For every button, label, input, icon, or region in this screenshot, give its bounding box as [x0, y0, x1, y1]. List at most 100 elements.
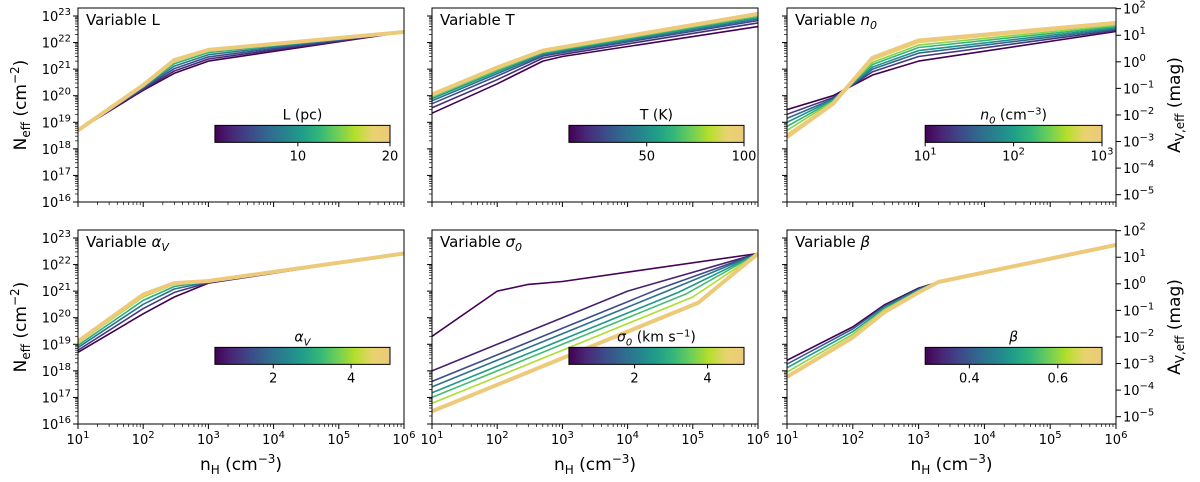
colorbar-gradient: [568, 124, 745, 143]
right-tick-label: 100: [1123, 53, 1146, 71]
series-line: [787, 27, 1116, 124]
series-line: [78, 252, 404, 351]
colorbar-tick-label: 10: [290, 149, 307, 164]
series-line: [78, 251, 404, 343]
panel-6: 101 102 103 104 105 106 10−5 10−4 10−3 10−2 10−1 10…: [776, 222, 1155, 448]
y-tick-label: 1021: [42, 60, 71, 78]
y-tick-label: 1016: [42, 193, 71, 211]
x-tick-label: 103: [551, 430, 574, 448]
right-tick-label: 102: [1123, 222, 1146, 240]
x-tick-label: 106: [747, 430, 770, 448]
x-tick-label: 101: [67, 430, 90, 448]
right-tick-label: 10−3: [1123, 355, 1154, 373]
y-tick-label: 1018: [42, 362, 71, 380]
panel-2: Variable T T (K) 50 100: [427, 7, 759, 207]
right-tick-label: 100: [1123, 275, 1146, 293]
right-tick-label: 10−2: [1123, 328, 1154, 346]
series-line: [432, 252, 758, 337]
colorbar-tick-label: 50: [638, 149, 655, 164]
colorbar: T (K) 50 100: [568, 107, 757, 164]
series-group: [787, 20, 1116, 139]
y-tick-label: 1017: [42, 166, 71, 184]
panel-title: Variable β: [795, 233, 871, 251]
series-line: [78, 252, 404, 347]
colorbar-gradient: [568, 346, 745, 365]
panel-3: 10−5 10−4 10−3 10−2 10−1 100 101 102 Variable n0…: [782, 0, 1154, 207]
right-tick-label: 10−5: [1123, 408, 1154, 426]
y-tick-label: 1019: [42, 113, 71, 131]
x-axis-label: nH (cm−3): [200, 452, 282, 477]
colorbar-label: β: [1008, 329, 1018, 345]
colorbar-gradient: [924, 124, 1103, 143]
x-tick-label: 105: [681, 430, 704, 448]
colorbar-label: σ0 (km s−1): [617, 328, 696, 348]
colorbar-tick-label: 4: [347, 371, 355, 386]
right-tick-label: 10−4: [1123, 381, 1154, 399]
right-tick-label: 10−2: [1123, 106, 1154, 124]
y-axis-label: Neff (cm−2): [8, 60, 33, 151]
series-line: [787, 20, 1116, 139]
right-tick-label: 101: [1123, 248, 1146, 266]
x-tick-label: 104: [262, 430, 285, 448]
series-line: [787, 28, 1116, 120]
right-tick-label: 10−4: [1123, 159, 1154, 177]
panel-5: 101 102 103 104 105 106 Variable σ0 σ0 (km s−1)…: [421, 229, 770, 448]
panel-title: Variable n0: [795, 11, 877, 32]
colorbar-gradient: [924, 346, 1103, 365]
series-line: [432, 18, 758, 102]
x-tick-label: 102: [486, 430, 509, 448]
x-tick-label: 103: [197, 430, 220, 448]
axes-frame: [431, 229, 759, 425]
series-line: [432, 25, 758, 114]
series-line: [432, 251, 758, 414]
series-line: [787, 25, 1116, 128]
series-line: [432, 252, 758, 383]
colorbar-tick-label: 2: [630, 371, 638, 386]
y-tick-label: 1022: [42, 256, 71, 274]
x-tick-label: 106: [393, 430, 416, 448]
series-line: [78, 252, 404, 344]
right-y-axis-label: AV,eff (mag): [1165, 57, 1187, 153]
colorbar-tick-label: 2: [269, 371, 277, 386]
x-tick-label: 102: [132, 430, 155, 448]
x-tick-label: 101: [776, 430, 799, 448]
colorbar-label: L (pc): [283, 107, 323, 123]
y-tick-label: 1020: [42, 87, 71, 105]
colorbar-label: n0 (cm−3): [980, 106, 1047, 126]
series-line: [432, 11, 758, 97]
y-tick-label: 1023: [42, 229, 71, 247]
colorbar: n0 (cm−3) 101 102 103: [914, 106, 1114, 164]
axes-frame: [431, 7, 759, 203]
series-group: [78, 251, 404, 353]
colorbar-tick-label: 102: [1002, 146, 1025, 164]
colorbar-label: T (K): [639, 107, 673, 123]
y-tick-label: 1021: [42, 282, 71, 300]
y-tick-label: 1020: [42, 309, 71, 327]
series-line: [787, 242, 1116, 379]
series-line: [78, 252, 404, 353]
series-line: [432, 22, 758, 109]
series-line: [432, 252, 758, 405]
y-tick-label: 1022: [42, 34, 71, 52]
series-line: [78, 252, 404, 349]
series-line: [787, 29, 1116, 116]
series-group: [432, 251, 758, 414]
colorbar: L (pc) 10 20: [214, 107, 399, 164]
series-line: [787, 30, 1116, 111]
colorbar-tick-label: 100: [732, 149, 757, 164]
series-line: [432, 19, 758, 105]
series-line: [432, 252, 758, 388]
right-tick-label: 10−3: [1123, 133, 1154, 151]
x-tick-label: 102: [841, 430, 864, 448]
colorbar-tick-label: 0.6: [1047, 371, 1068, 386]
right-y-axis-label: AV,eff (mag): [1165, 279, 1187, 375]
colorbar: αV 2 4: [214, 329, 391, 386]
y-tick-label: 1018: [42, 140, 71, 158]
right-tick-label: 102: [1123, 0, 1146, 18]
y-axis-label: Neff (cm−2): [8, 282, 33, 373]
colorbar-tick-label: 20: [382, 149, 399, 164]
series-line: [432, 16, 758, 100]
colorbar-gradient: [214, 346, 391, 365]
right-tick-label: 101: [1123, 26, 1146, 44]
